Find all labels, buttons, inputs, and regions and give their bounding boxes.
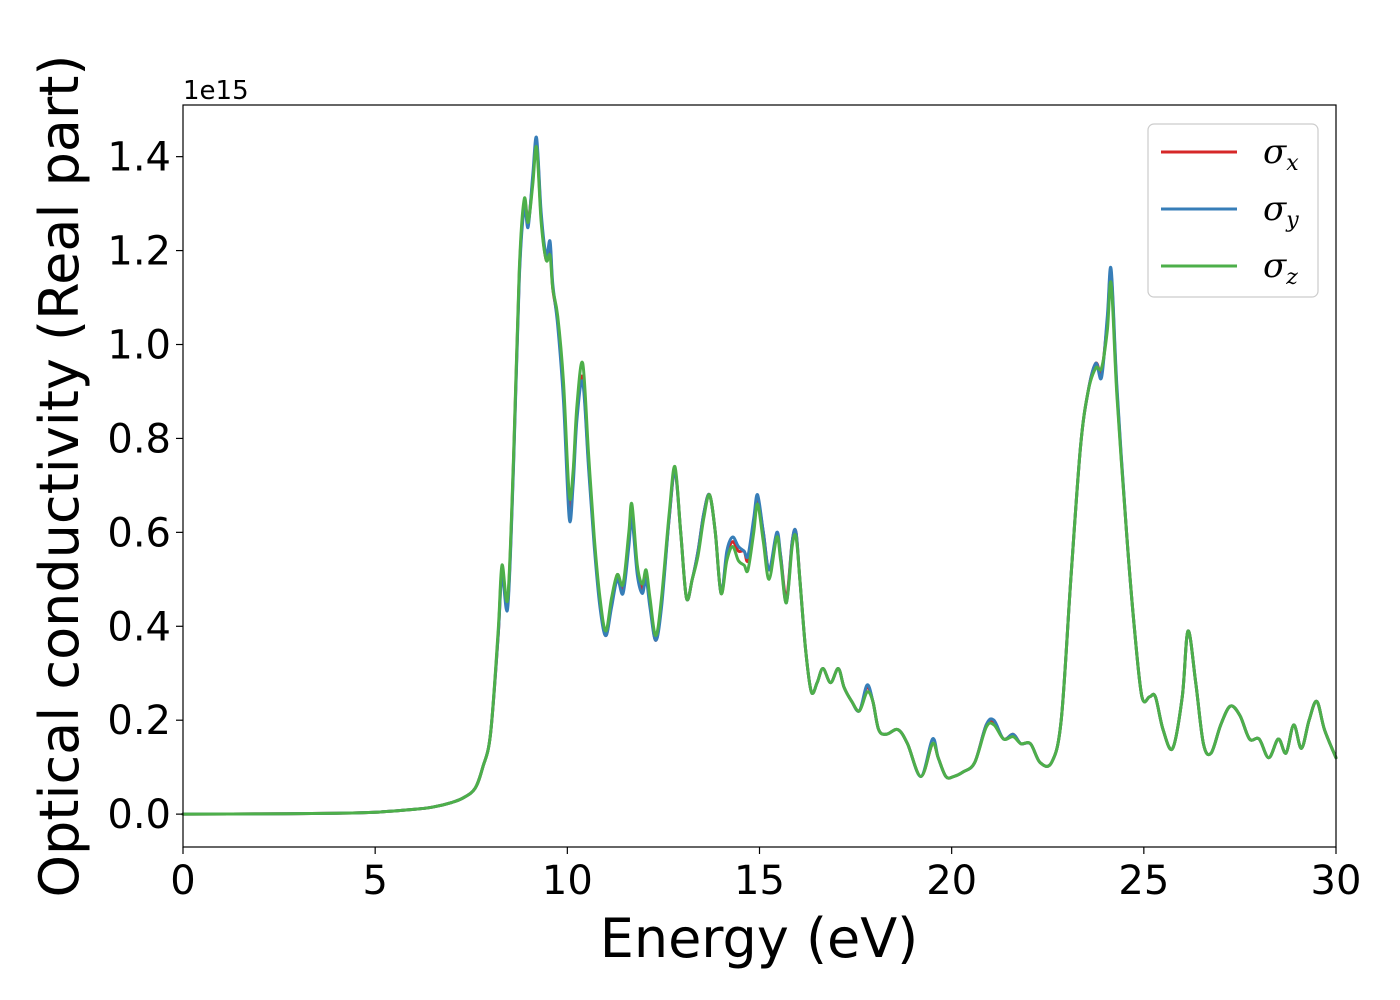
series-layer — [181, 135, 1338, 816]
legend: σx σy σz — [1147, 123, 1319, 298]
x-tick-label: 10 — [542, 858, 593, 904]
x-tick-label: 25 — [1118, 858, 1169, 904]
y-tick-label: 0.4 — [107, 604, 171, 650]
x-tick-label: 5 — [362, 858, 387, 904]
y-tick-label: 1.0 — [107, 323, 171, 369]
x-tick-label: 15 — [734, 858, 785, 904]
x-axis-title: Energy (eV) — [600, 907, 919, 970]
x-tick-label: 30 — [1311, 858, 1362, 904]
series-line-z — [181, 145, 1338, 816]
x-tick-label: 0 — [170, 858, 195, 904]
y-axis-title: Optical conductivity (Real part) — [28, 55, 91, 898]
legend-label-x: σx — [1263, 132, 1299, 176]
y-tick-label: 1.4 — [107, 135, 171, 181]
y-axis: 0.0 0.2 0.4 0.6 0.8 1.0 1.2 1.4 — [107, 135, 183, 838]
legend-label-z: σz — [1263, 246, 1298, 290]
y-tick-label: 0.2 — [107, 698, 171, 744]
y-tick-label: 0.0 — [107, 792, 171, 838]
y-offset-label: 1e15 — [183, 76, 249, 106]
y-tick-label: 1.2 — [107, 229, 171, 275]
legend-label-y: σy — [1263, 189, 1299, 233]
x-tick-label: 20 — [926, 858, 977, 904]
y-tick-label: 0.6 — [107, 510, 171, 556]
x-axis: 0 5 10 15 20 25 30 — [170, 847, 1361, 904]
y-tick-label: 0.8 — [107, 416, 171, 462]
